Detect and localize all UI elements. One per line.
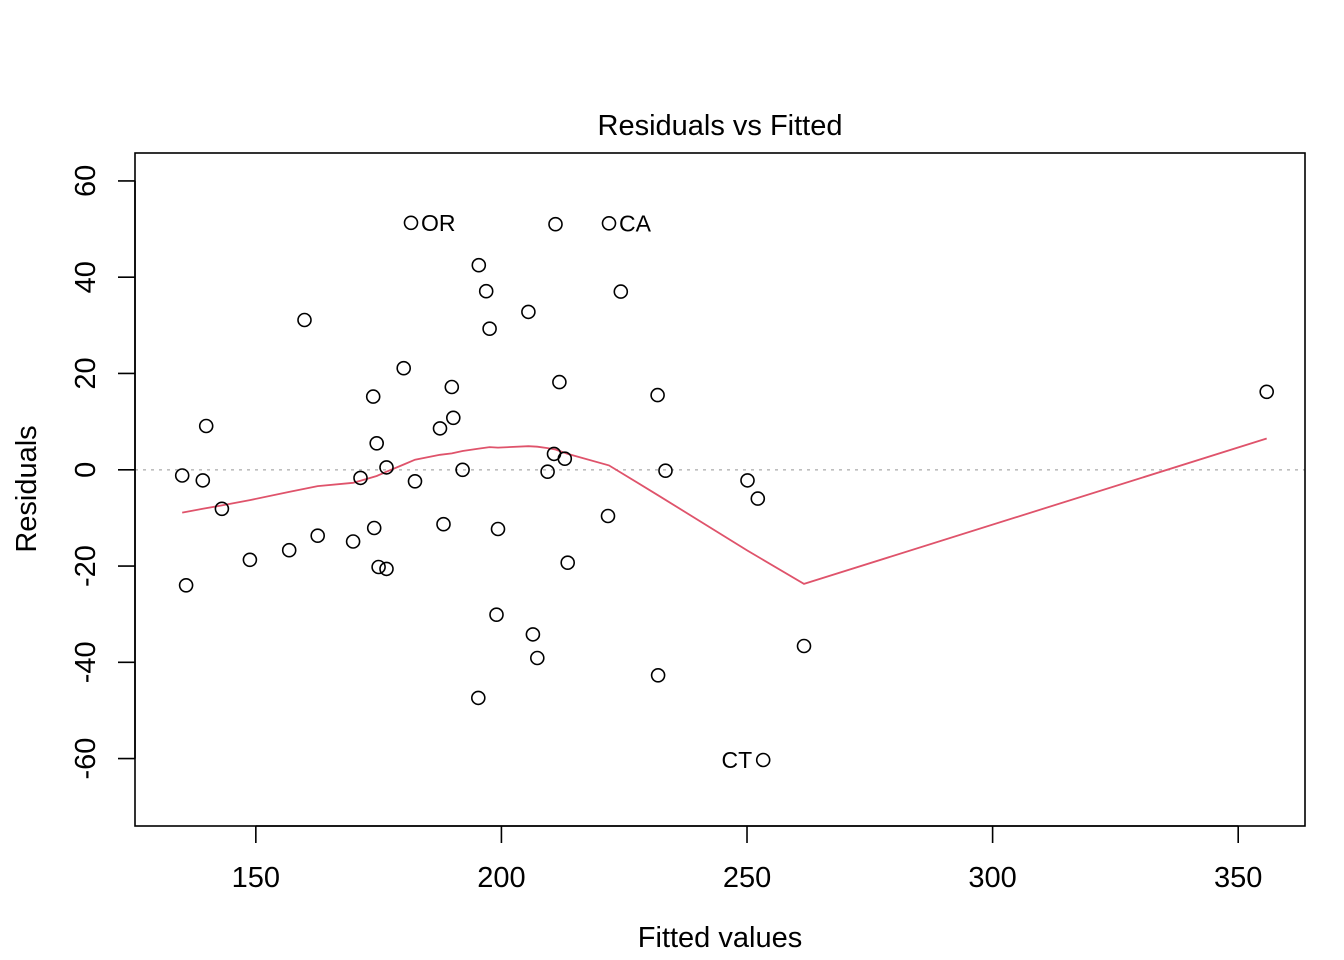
data-point	[552, 374, 567, 390]
data-point	[548, 216, 563, 232]
data-point	[353, 470, 368, 486]
data-point	[650, 667, 666, 683]
y-tick-label: -40	[70, 641, 102, 683]
data-point	[379, 561, 394, 577]
data-point	[242, 552, 258, 568]
point-label: CA	[619, 210, 652, 236]
data-point	[310, 528, 326, 544]
data-point	[601, 216, 617, 231]
data-point	[455, 462, 470, 478]
data-point	[525, 627, 541, 642]
data-point	[750, 491, 766, 506]
x-tick-label: 200	[477, 862, 525, 894]
x-tick-label: 150	[232, 862, 280, 894]
data-point	[471, 257, 487, 273]
data-point	[403, 215, 419, 231]
data-point	[482, 321, 497, 337]
data-point	[365, 389, 381, 404]
data-point	[540, 464, 555, 480]
data-point	[613, 284, 629, 299]
y-tick-label: 20	[70, 357, 102, 389]
y-tick-label: -20	[70, 545, 102, 587]
data-point	[369, 435, 385, 451]
data-point	[178, 577, 194, 593]
data-point	[396, 360, 412, 376]
data-point	[436, 516, 451, 532]
data-point	[379, 460, 394, 475]
data-point	[432, 421, 448, 436]
data-point	[796, 638, 812, 654]
x-tick-label: 300	[968, 862, 1016, 894]
x-axis-label: Fitted values	[638, 922, 802, 954]
data-point	[489, 607, 504, 623]
data-point	[174, 468, 190, 483]
data-point	[560, 555, 576, 571]
x-tick-label: 250	[723, 862, 771, 894]
data-point	[490, 521, 506, 537]
data-point	[195, 473, 211, 488]
y-tick-label: 0	[70, 462, 102, 478]
y-axis-label: Residuals	[11, 425, 43, 552]
data-point	[445, 410, 461, 426]
data-point	[371, 559, 386, 575]
point-label: CT	[722, 747, 753, 773]
data-point	[470, 690, 486, 706]
y-tick-label: -60	[70, 738, 102, 780]
data-point	[297, 312, 312, 328]
data-point	[407, 473, 423, 489]
smoother-line	[182, 437, 1267, 585]
data-point	[740, 473, 755, 488]
data-point	[529, 650, 545, 666]
data-point	[1259, 384, 1274, 400]
data-point	[281, 542, 297, 558]
data-point	[444, 379, 460, 395]
point-label: OR	[421, 210, 456, 236]
data-point	[198, 418, 214, 434]
data-point	[755, 752, 771, 768]
data-point	[650, 387, 665, 403]
data-point	[658, 463, 673, 479]
x-tick-label: 350	[1214, 862, 1262, 894]
x-axis: 150 200 250 300 350	[232, 825, 1262, 894]
data-point	[478, 283, 494, 299]
chart-title: Residuals vs Fitted	[598, 110, 843, 142]
data-point	[521, 304, 536, 320]
y-tick-label: 60	[70, 165, 102, 197]
y-axis: -60 -40 -20 0 20 40 60	[70, 165, 136, 780]
data-point	[600, 508, 616, 524]
plot-marks: OR CA CT	[174, 210, 1274, 773]
data-point	[345, 534, 361, 549]
data-point	[214, 501, 230, 517]
data-point	[366, 520, 382, 536]
y-tick-label: 40	[70, 261, 102, 293]
data-point	[557, 451, 573, 467]
